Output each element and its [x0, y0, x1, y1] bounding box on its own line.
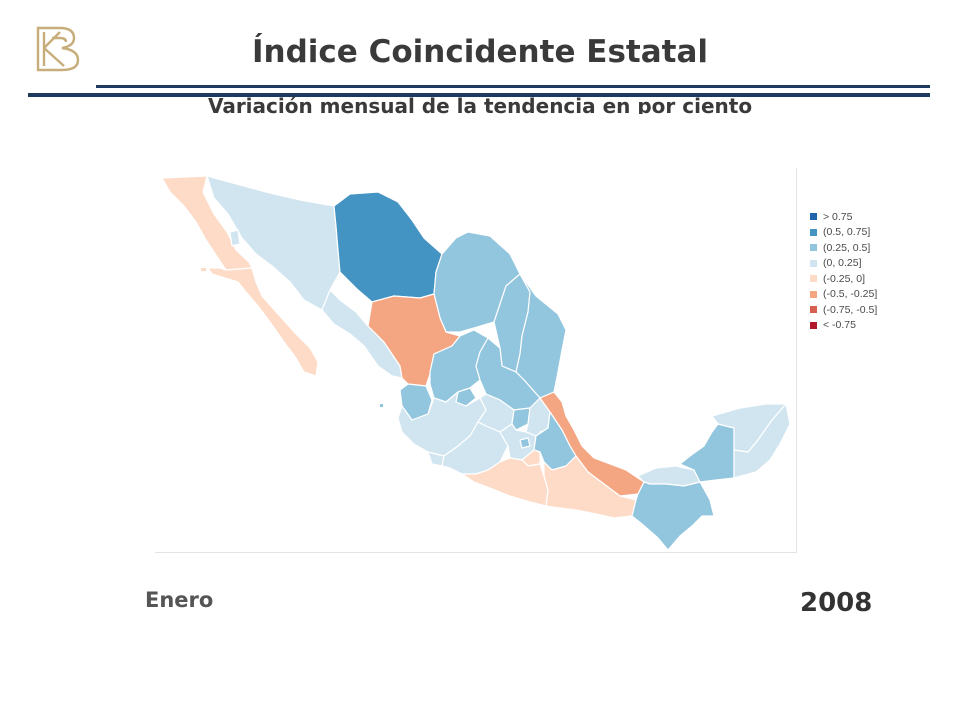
island-revillagigedo — [380, 404, 383, 407]
legend-item: (-0.75, -0.5] — [810, 302, 877, 318]
map-frame — [155, 168, 797, 553]
legend-item: (0.25, 0.5] — [810, 240, 877, 256]
page-title: Índice Coincidente Estatal — [251, 34, 708, 70]
period-year: 2008 — [800, 588, 873, 618]
state-quintana-roo — [733, 403, 791, 479]
legend-label: (0.5, 0.75] — [823, 226, 871, 239]
legend-item: (-0.25, 0] — [810, 271, 877, 287]
state-baja-california-sur — [207, 267, 319, 377]
mexico-state-map — [161, 175, 791, 551]
state-distrito-federal — [519, 437, 531, 449]
header-rule-thin — [96, 85, 930, 88]
state-chiapas — [631, 481, 715, 551]
legend-item: (-0.5, -0.25] — [810, 287, 877, 303]
legend-swatch — [810, 290, 817, 298]
legend-label: > 0.75 — [823, 210, 853, 223]
page-subtitle: Variación mensual de la tendencia en por… — [207, 94, 753, 114]
state-queretaro — [511, 407, 531, 431]
legend-label: (-0.5, -0.25] — [823, 288, 878, 301]
island-tiburon — [229, 229, 241, 247]
legend-swatch — [810, 306, 817, 314]
legend-item: (0, 0.25] — [810, 256, 877, 272]
state-campeche — [679, 423, 735, 483]
state-guerrero — [461, 457, 549, 507]
header-rule-thick — [28, 93, 930, 97]
period-month: Enero — [145, 588, 214, 612]
legend-label: < -0.75 — [823, 319, 856, 332]
legend-swatch — [810, 228, 817, 236]
legend-label: (0, 0.25] — [823, 257, 862, 270]
legend-swatch — [810, 321, 817, 329]
legend-item: > 0.75 — [810, 209, 877, 225]
island-cedros — [201, 268, 206, 271]
legend-swatch — [810, 244, 817, 252]
state-michoacan — [441, 421, 509, 475]
legend-swatch — [810, 213, 817, 221]
legend-label: (-0.75, -0.5] — [823, 303, 878, 316]
map-legend: > 0.75 (0.5, 0.75] (0.25, 0.5] (0, 0.25]… — [810, 209, 877, 333]
legend-item: < -0.75 — [810, 318, 877, 334]
state-chihuahua — [333, 191, 443, 303]
banxico-logo — [36, 26, 80, 72]
legend-item: (0.5, 0.75] — [810, 225, 877, 241]
legend-label: (0.25, 0.5] — [823, 241, 871, 254]
legend-swatch — [810, 259, 817, 267]
legend-swatch — [810, 275, 817, 283]
legend-label: (-0.25, 0] — [823, 272, 866, 285]
